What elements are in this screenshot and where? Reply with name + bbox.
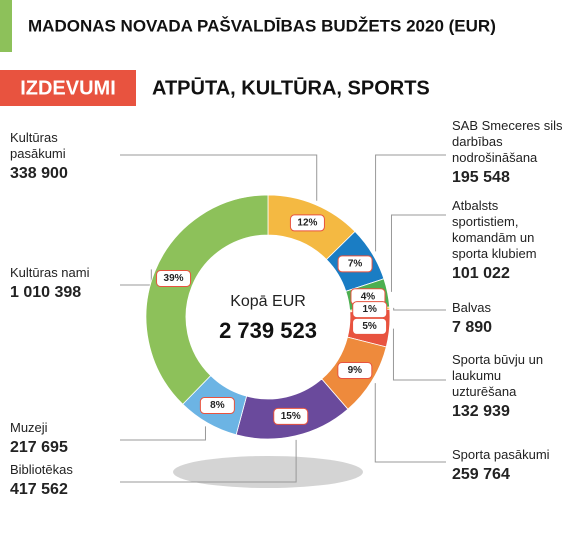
slice-label: Kultūras pasākumi 338 900	[10, 130, 115, 184]
slice-label: Sporta būvju un laukumu uzturēšana 132 93…	[452, 352, 564, 422]
category-label: Balvas	[452, 300, 492, 315]
leader-line	[392, 328, 446, 381]
percent-label: 7%	[348, 259, 363, 270]
percent-label: 1%	[363, 304, 378, 315]
percent-box	[337, 362, 373, 380]
value-label: 195 548	[452, 169, 510, 186]
leader-line	[393, 307, 446, 311]
value-label: 132 939	[452, 403, 510, 420]
slice-label: Bibliotēkas 417 562	[10, 462, 115, 500]
percent-label: 39%	[164, 273, 184, 284]
category-label: Bibliotēkas	[10, 462, 73, 477]
value-label: 417 562	[10, 481, 68, 498]
chart-title: MADONAS NOVADA PAŠVALDĪBAS BUDŽETS 2020 …	[28, 16, 496, 35]
percent-label: 4%	[361, 291, 376, 302]
slice-label: Balvas 7 890	[452, 300, 564, 338]
slice-label: SAB Smeceres sils darbības nodrošināšana…	[452, 118, 564, 188]
leader-line	[120, 426, 206, 441]
leader-line	[375, 154, 446, 252]
leader-line	[120, 154, 318, 201]
percent-box	[199, 397, 235, 415]
accent-bar	[0, 0, 12, 52]
category-label: Muzeji	[10, 420, 48, 435]
leader-line	[390, 214, 446, 292]
percent-label: 15%	[281, 411, 301, 422]
percent-box	[352, 301, 388, 319]
value-label: 101 022	[452, 265, 510, 282]
total-value: 2 739 523	[219, 318, 317, 343]
value-label: 259 764	[452, 466, 510, 483]
slice-label: Muzeji 217 695	[10, 420, 115, 458]
category-label: Sporta pasākumi	[452, 447, 550, 462]
category-label: Atbalsts sportistiem, komandām un sporta…	[452, 198, 537, 261]
percent-box	[156, 269, 192, 287]
donut-segment	[145, 194, 269, 405]
value-label: 338 900	[10, 165, 68, 182]
leader-line	[374, 383, 446, 463]
percent-box	[352, 317, 388, 335]
section-tag-bg	[0, 70, 136, 106]
category-label: Sporta būvju un laukumu uzturēšana	[452, 352, 544, 399]
percent-box	[273, 407, 309, 425]
section-tag: IZDEVUMI	[20, 77, 116, 99]
shadow	[173, 456, 363, 488]
value-label: 217 695	[10, 439, 68, 456]
total-label: Kopā EUR	[230, 293, 306, 310]
value-label: 7 890	[452, 319, 493, 336]
percent-label: 12%	[297, 218, 317, 229]
slice-label: Atbalsts sportistiem, komandām un sporta…	[452, 198, 564, 284]
percent-label: 9%	[348, 365, 363, 376]
percent-label: 8%	[210, 400, 225, 411]
percent-box	[289, 214, 325, 232]
percent-label: 5%	[362, 321, 377, 332]
leader-line	[120, 439, 297, 483]
value-label: 1 010 398	[10, 284, 82, 301]
slice-label: Sporta pasākumi 259 764	[452, 447, 564, 485]
category-label: Kultūras pasākumi	[10, 130, 66, 161]
percent-box	[337, 255, 373, 273]
leader-line	[120, 269, 152, 286]
category-label: SAB Smeceres sils darbības nodrošināšana	[452, 118, 563, 165]
category-label: Kultūras nami	[10, 265, 90, 280]
chart-subtitle: ATPŪTA, KULTŪRA, SPORTS	[152, 77, 430, 99]
slice-label: Kultūras nami 1 010 398	[10, 265, 115, 303]
